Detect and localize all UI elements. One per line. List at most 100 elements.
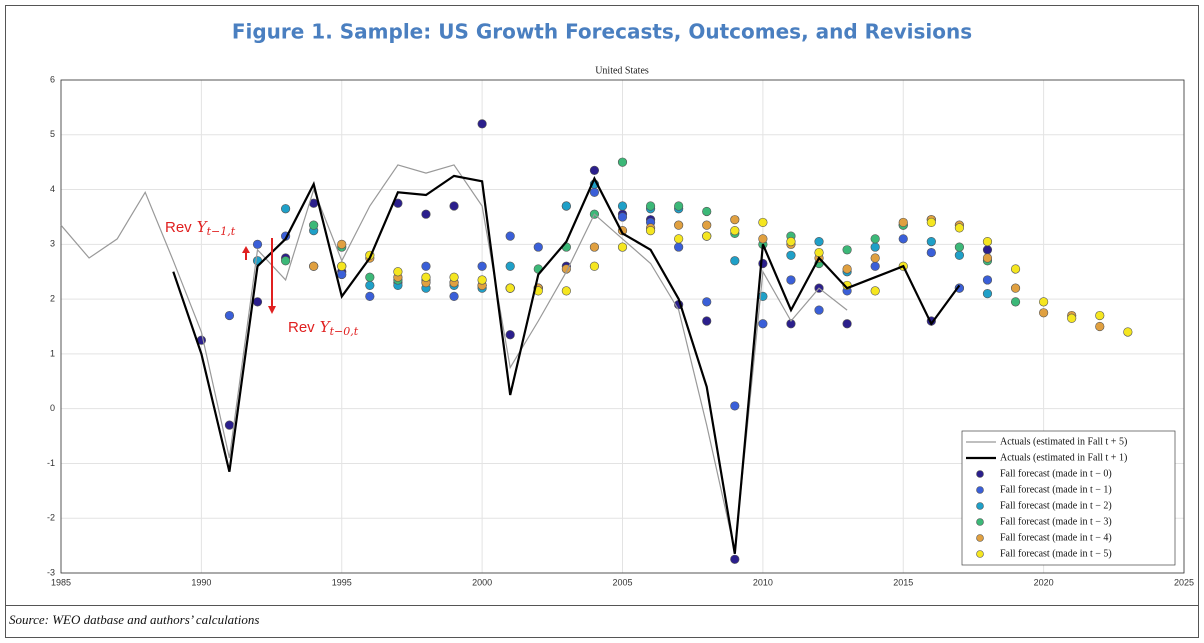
data-point — [617, 212, 628, 222]
data-point — [393, 267, 403, 277]
arrow-head — [268, 306, 276, 314]
y-tick-label: 5 — [50, 129, 55, 139]
data-point — [702, 206, 712, 217]
data-point — [786, 250, 796, 260]
data-point — [982, 289, 993, 299]
data-point — [617, 242, 628, 252]
y-tick-label: 4 — [50, 184, 55, 194]
data-point — [449, 201, 459, 211]
x-tick-label: 2020 — [1034, 577, 1054, 587]
data-point — [814, 247, 824, 258]
data-line — [172, 174, 961, 554]
data-point — [926, 247, 936, 258]
data-point — [505, 261, 515, 271]
data-point — [309, 261, 319, 271]
data-point — [224, 310, 235, 321]
x-tick-label: 1995 — [332, 577, 352, 587]
data-point — [926, 236, 936, 247]
data-point — [1010, 264, 1021, 274]
x-tick-label: 2015 — [893, 577, 913, 587]
legend-label: Actuals (estimated in Fall t + 5) — [1000, 436, 1127, 447]
data-point — [421, 272, 431, 282]
chart-subtitle: United States — [595, 65, 649, 76]
data-point — [617, 157, 628, 167]
legend-marker — [976, 502, 984, 510]
data-point — [589, 165, 600, 175]
data-point — [870, 286, 880, 296]
data-point — [702, 220, 712, 230]
x-tick-label: 2010 — [753, 577, 773, 587]
data-point — [702, 316, 712, 326]
annotation-text: Rev — [288, 319, 315, 336]
annotation-symbol: Y — [320, 318, 332, 336]
y-tick-label: -3 — [47, 567, 55, 577]
data-point — [898, 217, 908, 228]
data-point — [561, 201, 571, 211]
data-point — [954, 223, 965, 233]
y-tick-label: -1 — [47, 458, 55, 468]
y-tick-label: -2 — [47, 513, 55, 523]
data-point — [421, 261, 431, 271]
data-point — [337, 261, 347, 271]
x-tick-label: 2000 — [472, 577, 492, 587]
chart-title: Figure 1. Sample: US Growth Forecasts, O… — [232, 20, 972, 44]
annotation-subscript: t−0,t — [330, 325, 359, 338]
y-tick-label: 0 — [50, 403, 55, 413]
data-point — [477, 275, 487, 285]
x-tick-label: 2025 — [1174, 577, 1194, 587]
data-point — [1095, 321, 1105, 332]
plot: 1985 1990 1995 2000 2005 2010 2015 2020 2025-3-2… — [47, 74, 1194, 587]
legend-marker — [976, 534, 984, 542]
data-point — [309, 220, 319, 230]
data-point — [365, 291, 375, 301]
data-point — [224, 420, 235, 430]
data-point — [617, 201, 628, 211]
plot-frame — [60, 79, 1185, 574]
arrow-head — [242, 246, 250, 253]
data-point — [842, 264, 852, 274]
data-point — [505, 330, 515, 340]
data-point — [1123, 327, 1133, 337]
legend-box — [961, 430, 1176, 566]
legend-marker — [976, 518, 984, 526]
y-tick-label: 3 — [50, 239, 55, 249]
data-point — [533, 242, 543, 252]
data-point — [505, 231, 515, 241]
data-point — [786, 275, 796, 285]
data-point — [252, 297, 263, 307]
y-tick-label: 6 — [50, 74, 55, 84]
data-point — [477, 119, 487, 129]
data-point — [758, 234, 768, 244]
legend-label: Fall forecast (made in t − 1) — [1000, 484, 1112, 495]
data-point — [281, 256, 291, 266]
data-point — [1095, 310, 1105, 321]
data-point — [870, 253, 880, 263]
legend-label: Fall forecast (made in t − 4) — [1000, 532, 1112, 543]
data-point — [926, 217, 936, 228]
y-tick-label: 2 — [50, 293, 55, 303]
legend-marker — [976, 550, 984, 558]
data-point — [730, 554, 740, 564]
annotation: Rev Yt−1,t — [165, 218, 236, 238]
data-point — [786, 236, 796, 247]
data-point — [786, 319, 796, 329]
x-tick-label: 1990 — [191, 577, 211, 587]
data-point — [730, 401, 740, 411]
data-line — [60, 164, 848, 552]
annotation: Rev Yt−0,t — [288, 318, 359, 338]
data-point — [449, 272, 459, 282]
data-point — [730, 226, 740, 236]
data-point — [281, 204, 291, 214]
data-point — [337, 269, 347, 280]
data-point — [365, 272, 375, 282]
legend-marker — [976, 470, 984, 478]
data-point — [842, 245, 852, 255]
data-point — [870, 234, 880, 244]
data-point — [814, 305, 824, 315]
data-point — [421, 209, 431, 219]
legend-label: Fall forecast (made in t − 3) — [1000, 516, 1112, 527]
data-point — [842, 319, 852, 329]
data-point — [954, 250, 965, 260]
data-point — [1039, 308, 1049, 318]
data-point — [365, 280, 375, 291]
